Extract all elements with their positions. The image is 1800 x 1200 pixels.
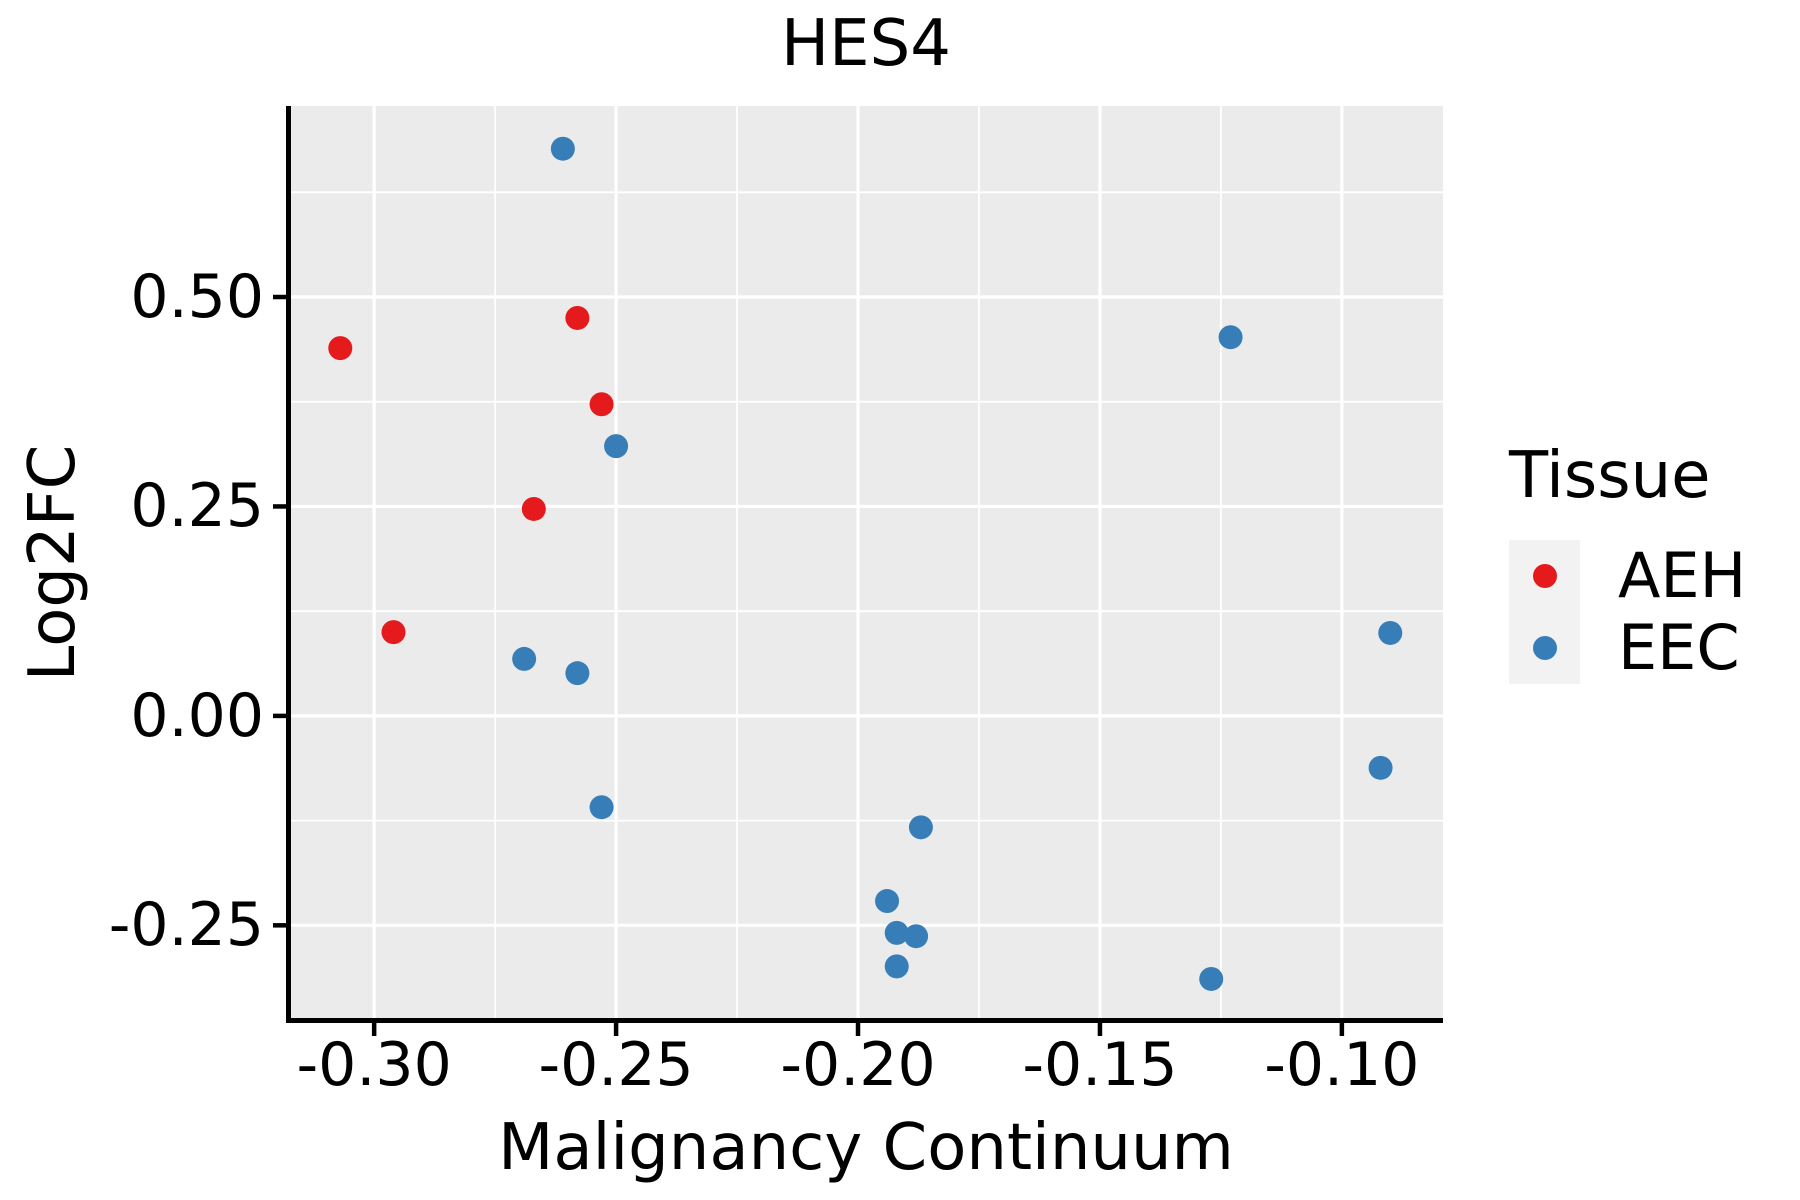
- y-tick-label: 0.50: [130, 262, 264, 332]
- x-tick-label: -0.25: [538, 1030, 694, 1100]
- legend-key-eec: [1509, 612, 1580, 684]
- legend: Tissue AEH EEC: [1509, 438, 1746, 684]
- data-point-eec: [908, 815, 933, 840]
- x-tick-label: -0.20: [780, 1030, 936, 1100]
- data-point-eec: [1218, 325, 1243, 350]
- legend-label-eec: EEC: [1618, 611, 1740, 684]
- y-tick-label: 0.25: [130, 471, 264, 542]
- data-point-eec: [550, 136, 575, 161]
- data-point-eec: [604, 434, 629, 459]
- data-point-eec: [1368, 755, 1393, 780]
- data-point-aeh: [565, 305, 590, 330]
- data-point-eec: [512, 646, 537, 671]
- data-point-eec: [1199, 966, 1224, 991]
- x-tick-label: -0.15: [1022, 1030, 1178, 1100]
- x-axis-title: Malignancy Continuum: [498, 1111, 1234, 1185]
- plot-panel: [289, 106, 1443, 1020]
- x-tick-label: -0.30: [296, 1030, 452, 1100]
- data-point-eec: [589, 795, 614, 820]
- data-point-aeh: [521, 496, 546, 521]
- data-point-eec: [884, 920, 909, 945]
- y-tick-label: 0.00: [130, 680, 264, 751]
- legend-swatch-aeh-icon: [1532, 564, 1557, 588]
- legend-title: Tissue: [1509, 439, 1711, 513]
- legend-entry-eec: EEC: [1509, 612, 1746, 684]
- legend-label-aeh: AEH: [1618, 539, 1747, 612]
- data-point-eec: [1378, 620, 1403, 645]
- data-point-eec: [565, 661, 590, 686]
- data-point-eec: [875, 889, 900, 914]
- legend-key-aeh: [1509, 540, 1580, 612]
- data-point-aeh: [328, 336, 353, 361]
- x-tick-label: -0.10: [1264, 1030, 1420, 1100]
- data-point-aeh: [589, 392, 614, 417]
- legend-swatch-eec-icon: [1532, 636, 1557, 660]
- legend-entry-aeh: AEH: [1509, 540, 1746, 612]
- data-point-aeh: [381, 620, 406, 645]
- data-point-eec: [904, 924, 929, 949]
- data-point-eec: [884, 954, 909, 979]
- y-tick-label: -0.25: [108, 890, 264, 961]
- plot-title: HES4: [781, 7, 951, 81]
